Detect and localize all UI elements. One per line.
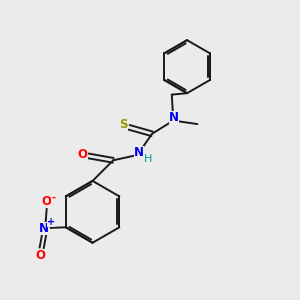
Text: O: O xyxy=(78,148,88,161)
Text: S: S xyxy=(119,118,128,131)
Text: N: N xyxy=(169,111,179,124)
Text: O: O xyxy=(35,249,45,262)
Text: N: N xyxy=(39,222,49,235)
Text: -: - xyxy=(51,193,55,202)
Text: +: + xyxy=(47,217,55,227)
Text: N: N xyxy=(134,146,144,159)
Text: O: O xyxy=(41,195,51,208)
Text: H: H xyxy=(143,154,152,164)
